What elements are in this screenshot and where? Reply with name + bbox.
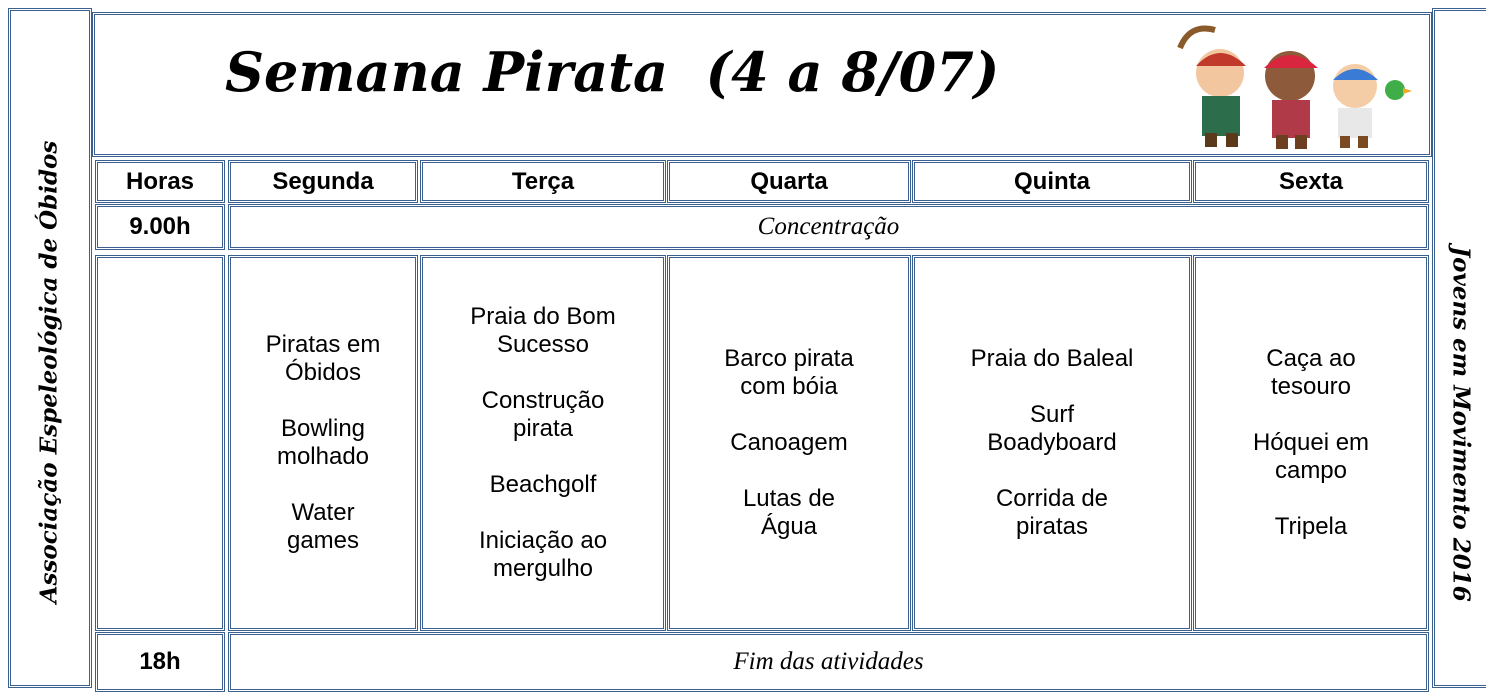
- activity: Water games: [286, 499, 360, 554]
- activity-list: Praia do Baleal Surf Boadyboard Corrida de…: [969, 345, 1135, 541]
- activity: Canoagem: [730, 429, 848, 456]
- title: Semana Pirata (4 a 8/07): [225, 40, 1000, 104]
- time-cell: [95, 255, 225, 631]
- activity: Corrida de piratas: [995, 485, 1109, 540]
- activity-cell: Caça ao tesouro Hóquei em campo Tripela: [1193, 255, 1429, 631]
- merged-cell: Concentração: [228, 204, 1429, 250]
- activity: Construção pirata: [481, 387, 605, 442]
- activity: Bowling molhado: [276, 415, 370, 470]
- activity: Iniciação ao mergulho: [478, 527, 608, 582]
- activity-list: Barco pirata com bóia Canoagem Lutas de Ág…: [719, 345, 859, 541]
- activity: Piratas em Óbidos: [265, 331, 381, 386]
- time-cell: 9.00h: [95, 204, 225, 250]
- side-right-text: Jovens em Movimento 2016: [1447, 246, 1475, 602]
- header-cell: Terça: [420, 160, 666, 203]
- activity: Hóquei em campo: [1252, 429, 1370, 484]
- activity: Tripela: [1274, 513, 1348, 540]
- page: Associação Espeleológica de Óbidos Joven…: [8, 8, 1486, 692]
- header-cell: Quarta: [667, 160, 911, 203]
- side-left-text: Associação Espeleológica de Óbidos: [35, 140, 63, 604]
- header-cell: Sexta: [1193, 160, 1429, 203]
- pirate-illustration: [1177, 25, 1412, 149]
- activity: Surf Boadyboard: [987, 401, 1117, 456]
- time-cell: 18h: [95, 632, 225, 692]
- title-box: [92, 12, 1432, 157]
- activity: Praia do Baleal: [970, 345, 1134, 372]
- activity: Caça ao tesouro: [1266, 345, 1356, 400]
- header-cell: Horas: [95, 160, 225, 203]
- merged-cell: Fim das atividades: [228, 632, 1429, 692]
- activity: Barco pirata com bóia: [724, 345, 854, 400]
- activity-cell: Barco pirata com bóia Canoagem Lutas de Ág…: [667, 255, 911, 631]
- activity: Praia do Bom Sucesso: [470, 303, 616, 358]
- activity: Beachgolf: [489, 471, 597, 498]
- activity-list: Caça ao tesouro Hóquei em campo Tripela: [1246, 345, 1376, 541]
- activity: Lutas de Água: [742, 485, 836, 540]
- header-cell: Quinta: [912, 160, 1192, 203]
- header-cell: Segunda: [228, 160, 418, 203]
- activity-list: Piratas em Óbidos Bowling molhado Water ga…: [261, 331, 386, 555]
- activity-cell: Piratas em Óbidos Bowling molhado Water ga…: [228, 255, 418, 631]
- activity-cell: Praia do Bom Sucesso Construção pirata Bea…: [420, 255, 666, 631]
- activity-cell: Praia do Baleal Surf Boadyboard Corrida de…: [912, 255, 1192, 631]
- activity-list: Praia do Bom Sucesso Construção pirata Bea…: [461, 303, 626, 583]
